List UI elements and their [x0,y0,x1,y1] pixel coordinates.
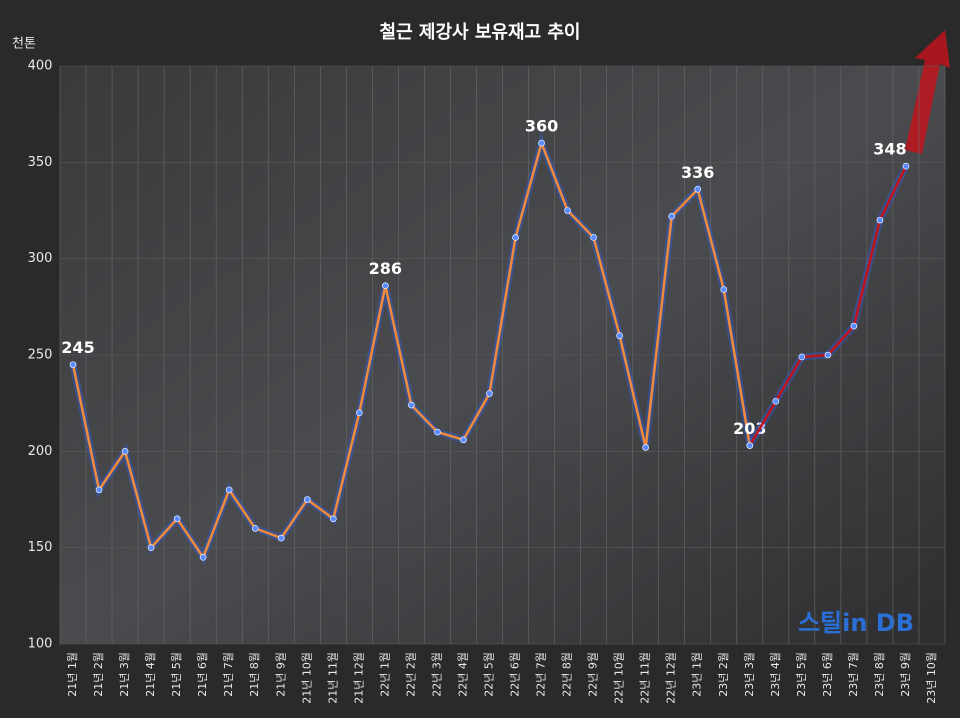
x-tick-label: 22년 9월 [587,652,600,697]
x-tick-label: 22년 1월 [378,652,391,697]
data-point [486,390,493,397]
y-tick-label: 100 [28,637,53,652]
x-tick-label: 23년 6월 [821,652,834,697]
x-tick-label: 23년 9월 [899,652,912,697]
data-point [434,428,441,436]
data-point [382,282,389,289]
data-point [251,525,259,532]
x-tick-label: 23년 3월 [743,652,756,697]
data-point [668,212,675,220]
x-tick-label: 21년 1월 [66,652,79,697]
data-point [746,442,754,449]
data-point [121,448,129,455]
data-point [460,436,467,444]
data-point [538,139,545,147]
x-tick-label: 21년 9월 [274,652,287,697]
x-tick-label: 22년 3월 [430,652,443,697]
data-point [694,186,702,193]
x-tick-label: 22년 2월 [404,652,417,697]
data-label: 360 [525,117,558,136]
y-tick-label: 400 [28,59,53,74]
x-tick-label: 22년 7월 [535,652,548,697]
x-tick-label: 22년 8월 [561,652,574,697]
x-tick-label: 22년 4월 [456,652,469,697]
data-point [824,351,832,359]
data-point [772,397,780,405]
x-tick-label: 21년 10월 [300,652,313,704]
x-tick-label: 21년 11월 [326,652,339,704]
data-point [642,444,649,451]
x-tick-label: 21년 3월 [118,652,131,697]
x-tick-label: 22년 11월 [639,652,652,704]
x-tick-label: 23년 4월 [769,652,782,697]
data-point [147,544,155,551]
trend-arrow [905,30,950,154]
data-point [798,353,806,361]
x-tick-label: 23년 2월 [717,652,730,697]
x-tick-label: 21년 2월 [92,652,105,697]
data-label: 286 [369,259,402,278]
data-point [303,496,311,503]
data-point [199,553,207,561]
y-tick-label: 300 [28,251,53,266]
y-tick-label: 150 [28,540,53,555]
y-tick-label: 200 [28,444,53,459]
data-point [225,486,233,494]
data-point [564,207,571,214]
y-axis-label: 천톤 [12,37,36,52]
watermark: 스틸in DB [798,609,914,637]
data-label: 245 [61,338,94,357]
y-tick-label: 250 [28,348,53,363]
x-tick-label: 21년 4월 [144,652,157,697]
x-tick-label: 22년 6월 [509,652,522,697]
x-tick-label: 22년 12월 [665,652,678,704]
x-tick-label: 22년 10월 [613,652,626,704]
x-tick-label: 21년 7월 [222,652,235,697]
data-point [902,162,910,170]
data-point [173,515,181,523]
x-tick-label: 23년 10월 [925,652,938,704]
data-point [408,401,415,409]
x-tick-label: 23년 8월 [873,652,886,697]
data-point [277,534,285,542]
data-point [95,486,103,494]
data-label: 336 [681,163,714,182]
data-point [876,216,884,224]
x-tick-label: 21년 5월 [170,652,183,697]
data-point [512,234,519,241]
data-point [720,286,728,293]
data-point [616,332,623,340]
data-point [590,234,597,241]
x-tick-label: 23년 1월 [691,652,704,697]
data-point [356,409,363,417]
data-point [69,361,77,368]
x-tick-label: 21년 6월 [196,652,209,697]
data-point [850,322,858,330]
x-tick-label: 21년 8월 [248,652,261,697]
chart-title: 철근 제강사 보유재고 추이 [380,22,581,43]
x-tick-label: 22년 5월 [482,652,495,697]
data-point [330,515,337,523]
y-tick-label: 350 [28,155,53,170]
x-tick-label: 21년 12월 [352,652,365,704]
data-label: 348 [873,140,906,159]
x-tick-label: 23년 7월 [847,652,860,697]
x-tick-label: 23년 5월 [795,652,808,697]
